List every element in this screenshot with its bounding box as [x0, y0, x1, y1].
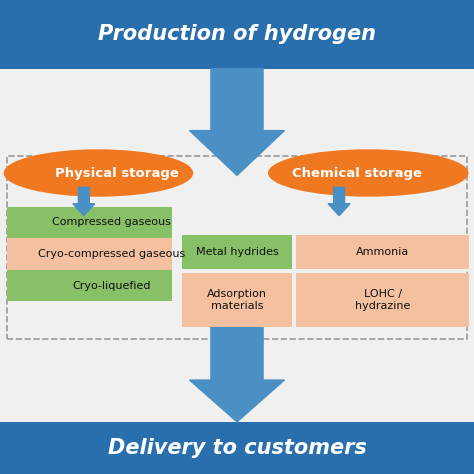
- Text: Compressed gaseous: Compressed gaseous: [52, 217, 171, 228]
- Ellipse shape: [4, 149, 193, 197]
- FancyBboxPatch shape: [296, 235, 469, 269]
- Polygon shape: [190, 322, 284, 422]
- Text: Physical storage: Physical storage: [55, 166, 179, 180]
- Polygon shape: [73, 187, 95, 216]
- Text: Ammonia: Ammonia: [356, 246, 410, 257]
- FancyBboxPatch shape: [0, 0, 474, 69]
- FancyBboxPatch shape: [7, 270, 172, 301]
- Polygon shape: [328, 187, 350, 216]
- Text: Cryo-liquefied: Cryo-liquefied: [72, 281, 150, 291]
- FancyBboxPatch shape: [182, 235, 292, 269]
- FancyBboxPatch shape: [296, 273, 469, 327]
- FancyBboxPatch shape: [0, 422, 474, 474]
- Text: Adsorption
materials: Adsorption materials: [207, 289, 267, 311]
- Text: Chemical storage: Chemical storage: [292, 166, 422, 180]
- Polygon shape: [190, 69, 284, 175]
- Ellipse shape: [268, 149, 468, 197]
- Text: Production of hydrogen: Production of hydrogen: [98, 24, 376, 44]
- FancyBboxPatch shape: [7, 238, 172, 270]
- FancyBboxPatch shape: [7, 207, 172, 238]
- Text: Delivery to customers: Delivery to customers: [108, 438, 366, 458]
- Text: Cryo-compressed gaseous: Cryo-compressed gaseous: [37, 249, 185, 259]
- Text: Metal hydrides: Metal hydrides: [196, 246, 278, 257]
- FancyBboxPatch shape: [182, 273, 292, 327]
- Text: LOHC /
hydrazine: LOHC / hydrazine: [355, 289, 410, 311]
